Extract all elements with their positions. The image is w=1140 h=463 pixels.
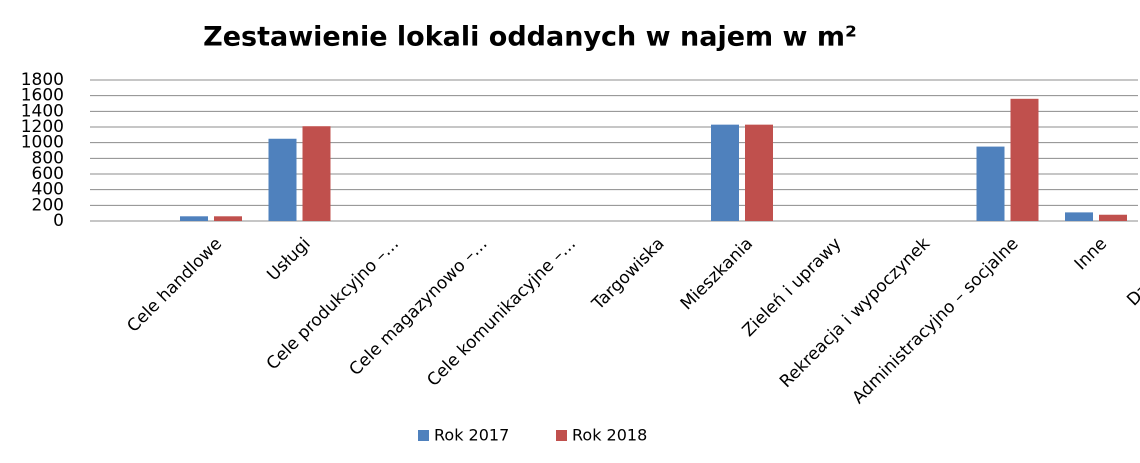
bar bbox=[745, 124, 773, 221]
y-tick-label: 1000 bbox=[21, 133, 64, 153]
x-tick-label: Mieszkania bbox=[677, 234, 757, 314]
bar bbox=[214, 216, 242, 221]
legend-swatch bbox=[418, 430, 429, 441]
chart-title: Zestawienie lokali oddanych w najem w m² bbox=[203, 22, 857, 53]
x-tick-label: Administracyjno – socjalne bbox=[849, 234, 1023, 408]
bar bbox=[268, 138, 297, 221]
y-tick-label: 1200 bbox=[21, 117, 64, 137]
bar bbox=[1010, 98, 1039, 221]
y-tick-label: 600 bbox=[32, 164, 64, 184]
legend-label: Rok 2018 bbox=[572, 426, 647, 445]
bar bbox=[302, 126, 331, 221]
y-tick-label: 0 bbox=[53, 211, 64, 231]
legend-label: Rok 2017 bbox=[434, 426, 509, 445]
y-tick-label: 1800 bbox=[21, 70, 64, 90]
x-tick-label: Rekreacja i wypoczynek bbox=[776, 234, 934, 392]
y-tick-label: 400 bbox=[32, 180, 64, 200]
bar bbox=[1099, 214, 1127, 221]
x-tick-label: Usługi bbox=[263, 234, 314, 285]
bar bbox=[1065, 212, 1093, 221]
x-tick-label: Targowiska bbox=[588, 234, 669, 315]
y-tick-label: 1400 bbox=[21, 101, 64, 121]
bar bbox=[976, 146, 1005, 221]
bar bbox=[180, 216, 208, 221]
x-tick-label: Inne bbox=[1071, 234, 1111, 274]
bar bbox=[711, 124, 739, 221]
x-tick-label: Cele komunikacyjne –… bbox=[423, 234, 580, 391]
legend-swatch bbox=[556, 430, 567, 441]
x-tick-label: Dzierżawa bbox=[1123, 234, 1140, 310]
y-tick-label: 800 bbox=[32, 148, 64, 168]
y-tick-label: 1600 bbox=[21, 86, 64, 106]
x-tick-label: Cele handlowe bbox=[123, 234, 226, 337]
y-tick-label: 200 bbox=[32, 195, 64, 215]
